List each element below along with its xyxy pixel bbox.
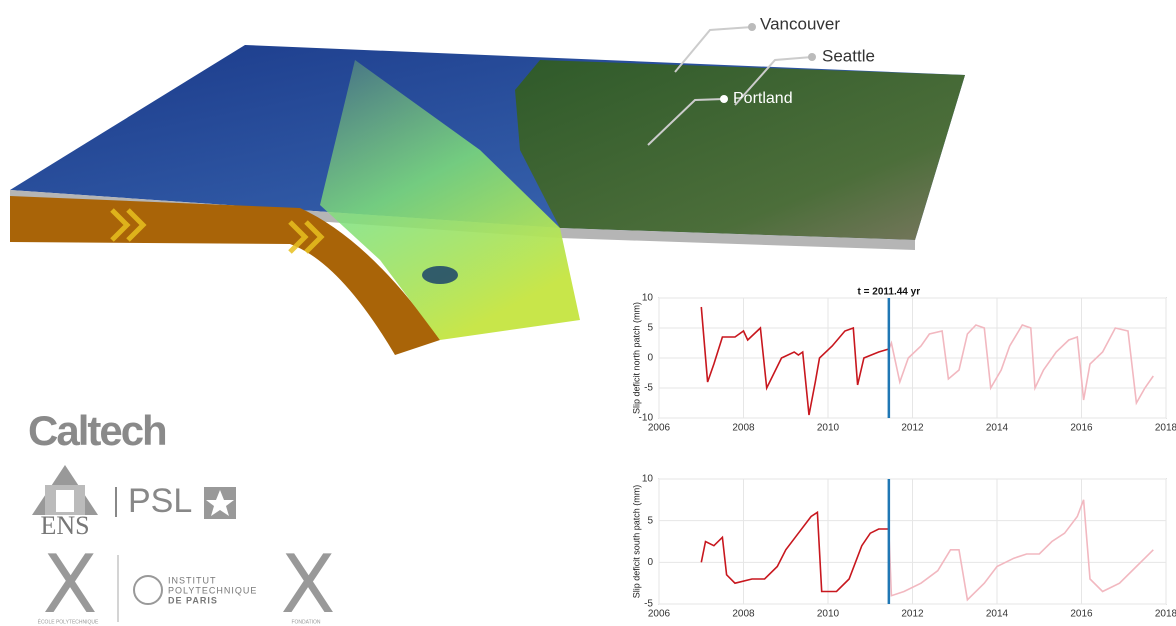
y-tick-label: 10 xyxy=(642,293,654,304)
y-tick-label: 5 xyxy=(647,515,653,526)
y-tick-label: 0 xyxy=(647,557,653,568)
callout-dot xyxy=(748,23,756,31)
y-tick-label: -5 xyxy=(644,383,653,394)
psl-logo: PSL xyxy=(128,482,192,520)
fondation-logo: FONDATION xyxy=(291,619,320,625)
ipp-logo: DE PARIS xyxy=(168,595,218,605)
callout-dot xyxy=(720,95,728,103)
place-label: Vancouver xyxy=(760,14,840,33)
land xyxy=(515,60,965,240)
ens-logo: ENS xyxy=(40,511,89,540)
slip-patch xyxy=(422,266,458,284)
x-tick-label: 2006 xyxy=(648,609,671,620)
ipp-logo: INSTITUT xyxy=(168,575,217,585)
y-tick-label: 5 xyxy=(647,323,653,334)
ens-building xyxy=(32,465,98,515)
x-tick-label: 2014 xyxy=(986,423,1009,434)
x-logo: X xyxy=(43,538,98,626)
ecole-logo: ÉCOLE POLYTECHNIQUE xyxy=(38,618,99,625)
y-tick-label: 10 xyxy=(642,474,654,485)
ipp-emblem xyxy=(134,576,162,604)
x-tick-label: 2012 xyxy=(901,609,924,620)
x-logo: X xyxy=(281,538,336,626)
caltech-logo: Caltech xyxy=(28,407,166,454)
x-tick-label: 2016 xyxy=(1070,609,1093,620)
chart-title: t = 2011.44 yr xyxy=(858,287,921,298)
figure: Vancouver Seattle Portland Caltech ENS P… xyxy=(0,0,1176,626)
x-tick-label: 2018 xyxy=(1155,609,1176,620)
x-tick-label: 2016 xyxy=(1070,423,1093,434)
y-axis-label: Slip deficit south patch (mm) xyxy=(631,485,641,599)
x-tick-label: 2006 xyxy=(648,423,671,434)
x-tick-label: 2010 xyxy=(817,609,840,620)
ipp-logo: POLYTECHNIQUE xyxy=(168,585,257,595)
x-tick-label: 2010 xyxy=(817,423,840,434)
x-tick-label: 2018 xyxy=(1155,423,1176,434)
y-tick-label: 0 xyxy=(647,353,653,364)
place-label: Portland xyxy=(733,90,793,107)
x-tick-label: 2008 xyxy=(732,423,755,434)
x-tick-label: 2014 xyxy=(986,609,1009,620)
x-tick-label: 2012 xyxy=(901,423,924,434)
place-label: Seattle xyxy=(822,46,875,65)
callout-dot xyxy=(808,53,816,61)
x-tick-label: 2008 xyxy=(732,609,755,620)
y-axis-label: Slip deficit north patch (mm) xyxy=(631,302,641,414)
